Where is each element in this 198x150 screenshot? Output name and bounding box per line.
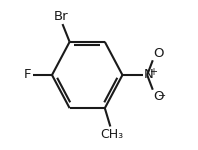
Text: Br: Br [54, 10, 68, 23]
Text: +: + [149, 67, 157, 77]
Text: F: F [24, 69, 31, 81]
Text: N: N [144, 69, 153, 81]
Text: −: − [158, 91, 166, 101]
Text: O: O [153, 90, 164, 104]
Text: O: O [153, 46, 164, 60]
Text: CH₃: CH₃ [100, 128, 123, 141]
